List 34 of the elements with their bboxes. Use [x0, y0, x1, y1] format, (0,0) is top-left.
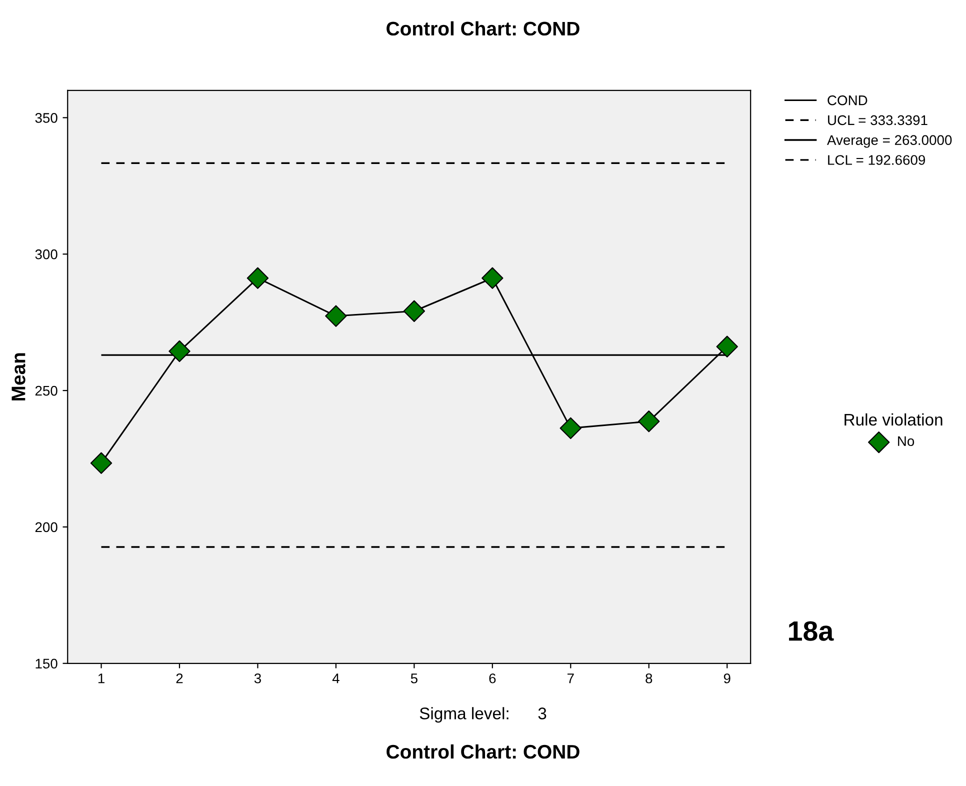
point — [246, 267, 269, 289]
y-tick-label: 200 — [35, 522, 58, 532]
legend-label: Average = 263.0000 — [826, 135, 952, 148]
y-tick-label: 250 — [35, 386, 58, 396]
x-tick-label: 7 — [568, 674, 574, 684]
text: Sigma level: 3 — [420, 707, 546, 723]
x-tick-label: 2 — [176, 673, 183, 684]
point — [638, 410, 660, 432]
point — [560, 417, 582, 440]
point — [325, 305, 347, 327]
legend-label: LCL = 192.6609 — [828, 155, 926, 165]
legend-label: UCL = 333.3391 — [828, 115, 928, 126]
y-tick-label: 300 — [35, 249, 58, 260]
point — [168, 340, 190, 362]
legend-label: No — [898, 436, 914, 446]
x-tick-label: 5 — [410, 674, 418, 684]
legend-title: Rule violation — [844, 413, 942, 426]
x-tick-label: 3 — [254, 673, 261, 684]
text: Control Chart: COND — [386, 744, 580, 759]
point — [403, 300, 426, 322]
y-axis-title: Mean — [12, 353, 26, 400]
x-tick-label: 1 — [98, 674, 104, 684]
point — [716, 336, 738, 358]
point — [482, 267, 504, 289]
point — [90, 452, 112, 474]
x-tick-label: 9 — [724, 673, 730, 684]
x-tick-label: 4 — [332, 674, 340, 684]
y-tick-label: 350 — [35, 113, 58, 123]
x-tick-label: 6 — [489, 673, 496, 684]
x-tick-label: 8 — [646, 673, 652, 684]
y-tick-label: 150 — [36, 658, 58, 669]
chart-title: Control Chart: COND — [386, 21, 580, 36]
legend-label: COND — [828, 95, 868, 106]
text: 18a — [789, 621, 834, 641]
